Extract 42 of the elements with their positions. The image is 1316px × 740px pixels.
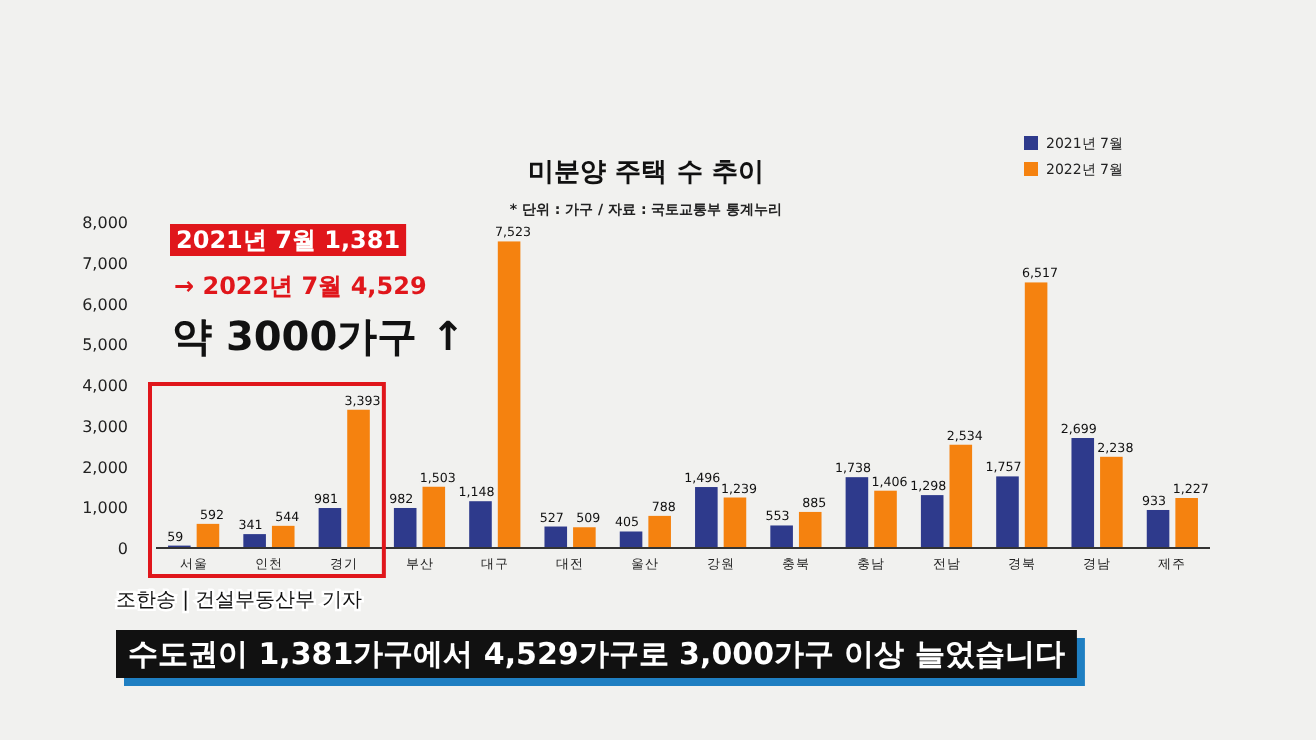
bar bbox=[695, 487, 718, 548]
annotation: 약 3000가구 ↑ bbox=[172, 312, 465, 360]
y-tick-label: 0 bbox=[117, 540, 128, 558]
bar bbox=[845, 477, 869, 548]
bar bbox=[798, 511, 822, 548]
y-tick-label: 1,000 bbox=[82, 499, 128, 518]
chart-title: 미분양 주택 수 추이 bbox=[528, 158, 764, 188]
bar bbox=[469, 501, 492, 548]
bar bbox=[1071, 438, 1095, 548]
bar bbox=[1100, 456, 1123, 548]
text: 수도권이 1,381가구에서 4,529가구로 3,000가구 이상 늘었습니다 bbox=[128, 636, 1065, 672]
y-tick-label: 4,000 bbox=[82, 377, 128, 395]
bar bbox=[770, 525, 793, 548]
bar bbox=[1175, 498, 1198, 548]
bar bbox=[619, 531, 643, 548]
bar bbox=[196, 523, 220, 548]
bar bbox=[271, 525, 295, 548]
bar bbox=[318, 508, 342, 548]
bar bbox=[422, 486, 446, 548]
bar bbox=[544, 526, 568, 548]
y-tick-label: 6,000 bbox=[82, 295, 128, 314]
bar bbox=[243, 534, 266, 548]
bar bbox=[920, 495, 944, 548]
bar bbox=[949, 444, 973, 548]
bar bbox=[573, 527, 596, 548]
y-tick-label: 5,000 bbox=[82, 336, 128, 355]
bar bbox=[996, 476, 1019, 548]
bar bbox=[1024, 282, 1048, 548]
bar bbox=[874, 490, 897, 548]
bar bbox=[648, 515, 671, 548]
y-tick-label: 7,000 bbox=[82, 254, 128, 273]
bar bbox=[347, 409, 370, 548]
bar bbox=[393, 507, 417, 548]
text: 조한송 | 건설부동산부 기자 bbox=[116, 590, 362, 612]
y-tick-label: 3,000 bbox=[82, 417, 128, 436]
y-tick-label: 2,000 bbox=[82, 458, 128, 477]
annotation: 2021년 7월 1,381 bbox=[176, 226, 401, 254]
bar bbox=[1146, 509, 1170, 548]
annotation: → 2022년 7월 4,529 bbox=[174, 272, 427, 300]
y-tick-label: 8,000 bbox=[82, 214, 128, 232]
bar bbox=[723, 497, 747, 548]
bar bbox=[497, 241, 521, 548]
